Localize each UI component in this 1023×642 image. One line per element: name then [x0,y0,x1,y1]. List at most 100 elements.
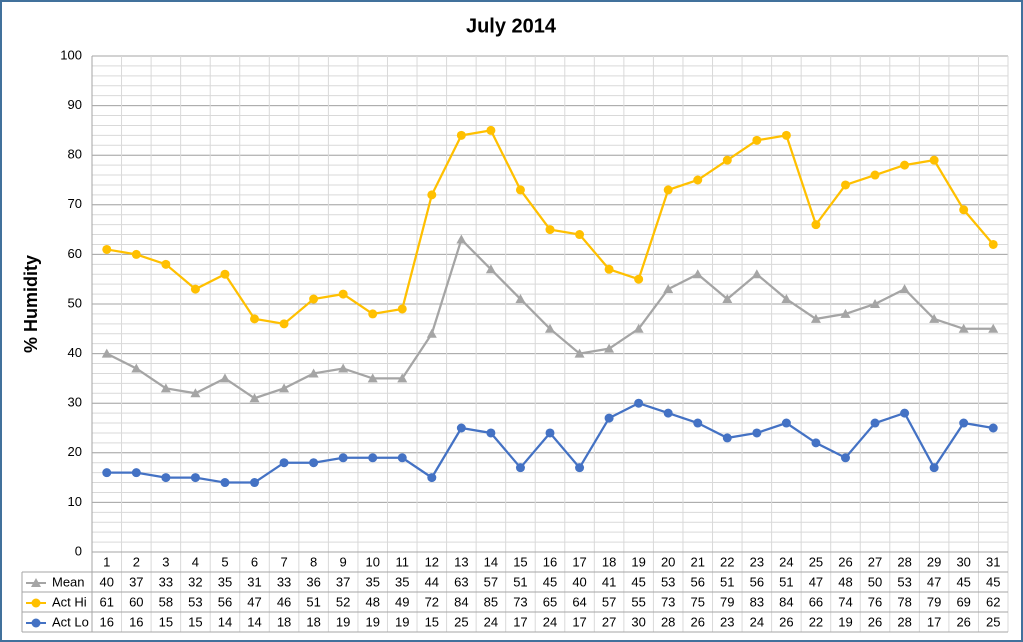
x-tick-label: 28 [897,554,911,569]
legend-label: Act Hi [52,594,87,609]
x-tick-label: 24 [779,554,793,569]
table-value: 24 [750,614,764,629]
marker [249,393,260,403]
x-tick-label: 17 [572,554,586,569]
table-value: 79 [927,594,941,609]
marker [250,314,260,324]
table-value: 50 [868,574,882,589]
marker [515,294,526,304]
marker [309,458,319,468]
marker [840,180,850,190]
table-value: 26 [691,614,705,629]
table-value: 35 [365,574,379,589]
marker [693,418,703,428]
x-tick-label: 10 [365,554,379,569]
marker [338,363,349,373]
table-value: 78 [897,594,911,609]
marker [752,135,762,145]
table-value: 53 [661,574,675,589]
table-value: 22 [809,614,823,629]
marker [190,388,201,398]
y-tick-label: 0 [75,543,82,558]
marker [368,309,378,319]
table-value: 72 [425,594,439,609]
table-value: 74 [838,594,852,609]
x-tick-label: 9 [340,554,347,569]
marker [781,294,792,304]
table-value: 37 [336,574,350,589]
table-value: 14 [247,614,261,629]
x-tick-label: 21 [691,554,705,569]
marker [751,269,762,279]
table-value: 62 [986,594,1000,609]
legend-marker [31,598,41,608]
table-value: 32 [188,574,202,589]
marker [604,413,614,423]
marker [456,234,467,244]
y-tick-label: 30 [68,395,82,410]
marker [338,289,348,299]
table-value: 46 [277,594,291,609]
table-value: 25 [986,614,1000,629]
table-value: 53 [897,574,911,589]
x-tick-label: 6 [251,554,258,569]
table-value: 15 [159,614,173,629]
table-value: 65 [543,594,557,609]
table-value: 27 [602,614,616,629]
marker [220,269,230,279]
marker [752,428,762,438]
x-tick-label: 29 [927,554,941,569]
marker [486,428,496,438]
marker [161,473,171,483]
marker [634,398,644,408]
marker [693,175,703,185]
table-value: 40 [572,574,586,589]
marker [545,323,555,333]
table-value: 33 [277,574,291,589]
marker [575,230,585,240]
x-tick-label: 7 [280,554,287,569]
marker [220,478,230,488]
table-value: 33 [159,574,173,589]
marker [515,463,525,473]
table-value: 64 [572,594,586,609]
table-value: 19 [395,614,409,629]
marker [811,220,821,230]
x-tick-label: 13 [454,554,468,569]
marker [810,313,821,323]
table-value: 56 [750,574,764,589]
marker [102,244,112,254]
table-value: 17 [513,614,527,629]
table-value: 61 [100,594,114,609]
marker [663,185,673,195]
table-value: 16 [129,614,143,629]
marker [870,418,880,428]
x-tick-label: 2 [133,554,140,569]
marker [397,304,407,314]
marker [131,249,141,259]
y-tick-label: 40 [68,345,82,360]
table-value: 56 [218,594,232,609]
marker [840,453,850,463]
table-value: 40 [100,574,114,589]
marker [634,274,644,284]
marker [959,418,969,428]
marker [870,170,880,180]
table-value: 48 [838,574,852,589]
table-value: 51 [779,574,793,589]
marker [101,348,112,358]
table-value: 73 [661,594,675,609]
x-tick-label: 30 [956,554,970,569]
table-value: 19 [838,614,852,629]
marker [367,373,378,383]
marker [279,319,289,329]
x-tick-label: 1 [103,554,110,569]
x-tick-label: 16 [543,554,557,569]
table-value: 45 [631,574,645,589]
table-value: 83 [750,594,764,609]
table-value: 30 [631,614,645,629]
x-tick-label: 3 [162,554,169,569]
marker [279,383,290,393]
legend-label: Mean [52,574,85,589]
table-value: 57 [602,594,616,609]
